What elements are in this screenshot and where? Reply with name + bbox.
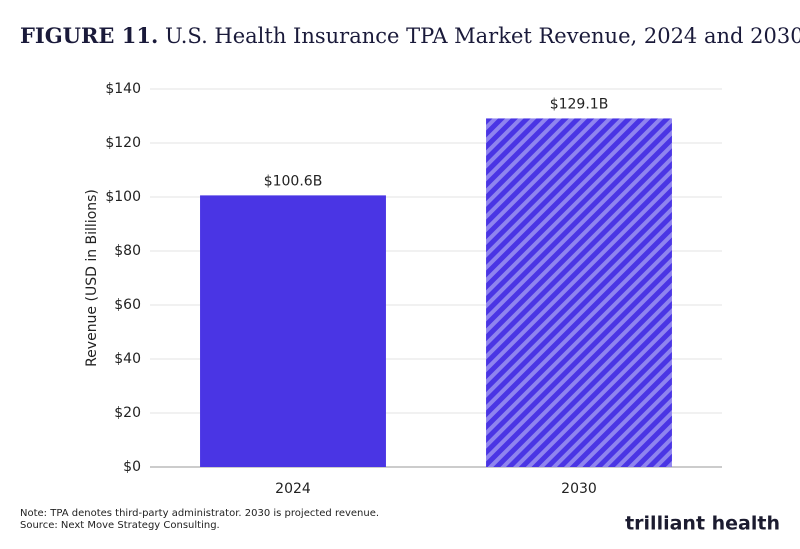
- y-tick-label: $140: [105, 81, 141, 97]
- title-text: U.S. Health Insurance TPA Market Revenue…: [165, 24, 800, 48]
- y-tick-label: $0: [123, 459, 141, 475]
- y-tick-label: $40: [114, 351, 141, 367]
- x-tick-label: 2024: [275, 481, 311, 497]
- figure-label: FIGURE 11.: [20, 23, 158, 48]
- y-axis-label: Revenue (USD in Billions): [84, 189, 100, 367]
- logo: trilliant health: [625, 513, 780, 535]
- y-tick-label: $20: [114, 405, 141, 421]
- bar: [486, 118, 672, 468]
- chart-title: FIGURE 11. U.S. Health Insurance TPA Mar…: [20, 23, 800, 48]
- bar: [200, 195, 386, 467]
- y-tick-label: $120: [105, 135, 141, 151]
- value-label: $129.1B: [550, 96, 609, 112]
- y-tick-label: $80: [114, 243, 141, 259]
- note: Note: TPA denotes third-party administra…: [20, 508, 379, 519]
- x-tick-label: 2030: [561, 481, 597, 497]
- source: Source: Next Move Strategy Consulting.: [20, 520, 220, 531]
- y-tick-label: $100: [105, 189, 141, 205]
- y-tick-label: $60: [114, 297, 141, 313]
- value-label: $100.6B: [264, 173, 323, 189]
